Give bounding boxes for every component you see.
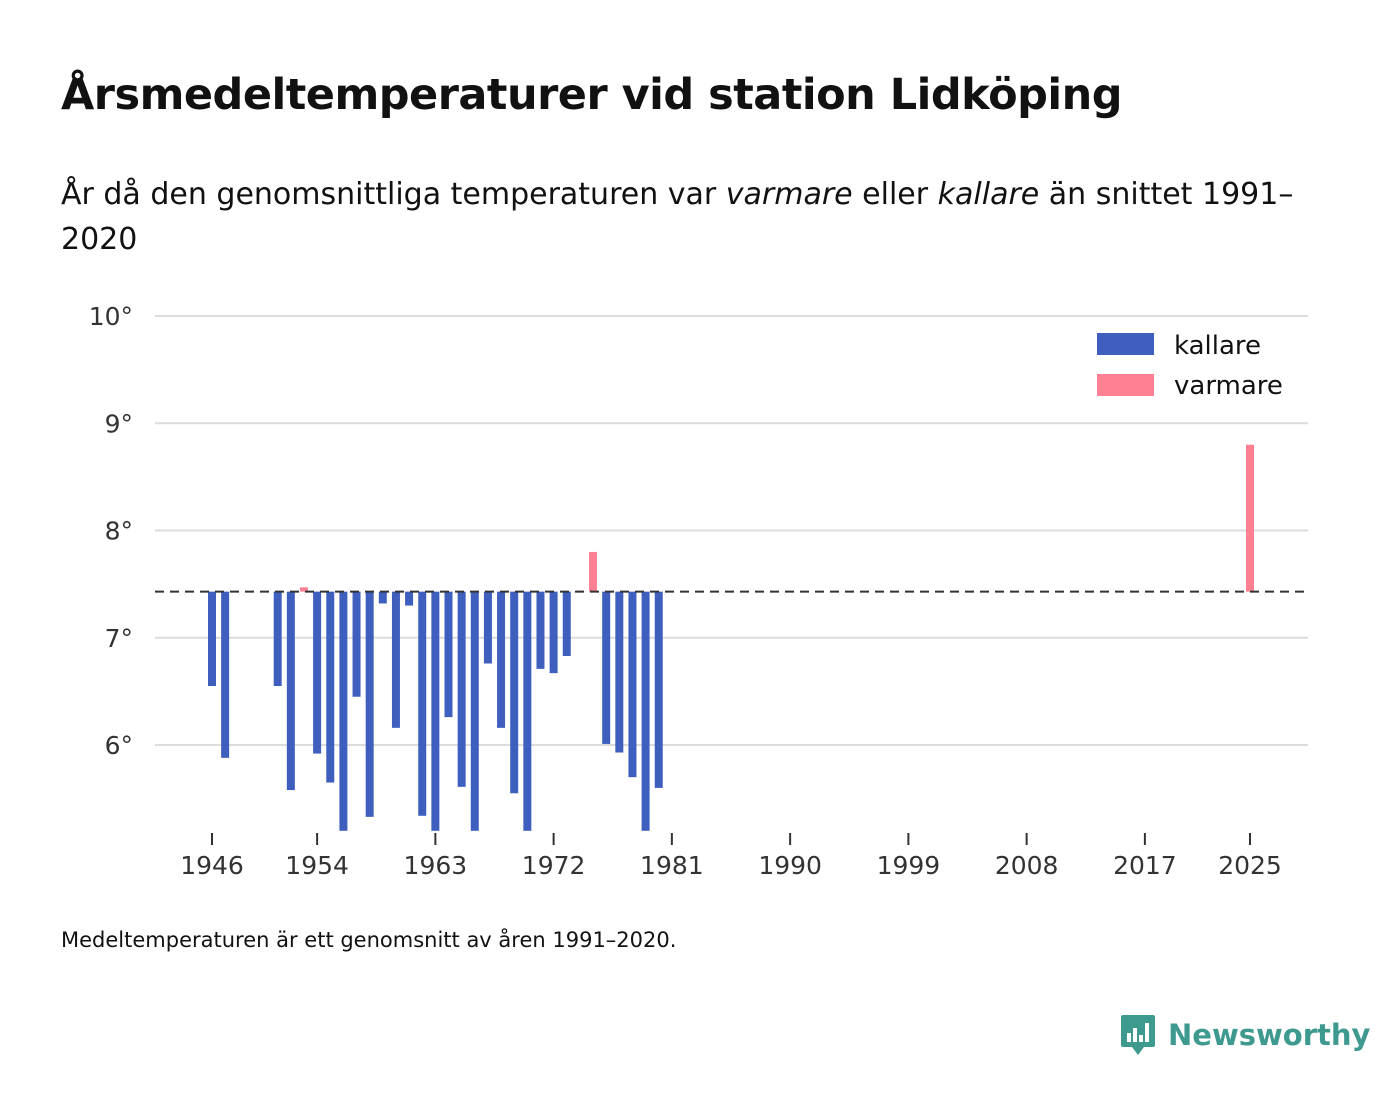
bar-kallare-1951 [273,591,282,687]
bar-kallare-1976 [602,591,611,744]
bar-kallare-1960 [391,591,400,728]
bar-kallare-1980 [654,591,663,788]
legend: kallare varmare [1097,331,1283,401]
brand-logo: Newsworthy [1120,1012,1370,1058]
bar-kallare-1967 [483,591,492,664]
brand-name: Newsworthy [1168,1018,1371,1052]
y-tick-label: 10° [89,302,133,331]
bar-kallare-1965 [457,591,466,787]
y-tick-label: 8° [105,517,133,546]
x-tick-label: 1981 [640,851,704,880]
bar-kallare-1968 [497,591,506,728]
chart-subtitle: År då den genomsnittliga temperaturen va… [61,172,1301,262]
bar-kallare-1956 [339,591,348,831]
bar-varmare-1953 [299,587,308,592]
bar-kallare-1957 [352,591,361,697]
bar-kallare-1961 [405,591,414,606]
bar-kallare-1971 [536,591,545,669]
bar-kallare-1966 [470,591,479,831]
bar-kallare-1973 [562,591,571,656]
y-tick-label: 7° [105,624,133,653]
bar-kallare-1947 [221,591,230,758]
bar-kallare-1970 [523,591,532,831]
bar-kallare-1978 [628,591,637,778]
subtitle-part: än snittet 1991–2020 [61,177,1294,257]
legend-swatch-kallare [1097,333,1154,355]
y-tick-label: 6° [105,731,133,760]
x-tick-label: 1946 [180,851,244,880]
x-tick-label: 1963 [404,851,468,880]
bar-kallare-1952 [286,591,295,791]
legend-label-varmare: varmare [1174,371,1283,401]
newsworthy-logo-icon [1121,1015,1155,1055]
bar-kallare-1977 [615,591,624,753]
subtitle-emphasis-warmer: varmare [725,177,853,212]
legend-label-kallare: kallare [1174,331,1261,361]
bar-kallare-1962 [418,591,427,816]
x-tick-label: 1954 [285,851,349,880]
x-tick-label: 1972 [522,851,586,880]
bar-kallare-1946 [208,591,216,687]
chart-title: Årsmedeltemperaturer vid station Lidköpi… [61,70,1123,120]
subtitle-emphasis-colder: kallare [937,177,1040,212]
bar-kallare-1955 [326,591,335,783]
x-tick-label: 2008 [995,851,1059,880]
x-tick-label: 2025 [1218,851,1282,880]
bar-kallare-1964 [444,591,453,718]
bar-varmare-1975 [589,551,598,592]
bar-varmare-2025 [1246,444,1254,592]
legend-swatch-varmare [1097,374,1154,396]
bar-kallare-1972 [549,591,558,674]
bar-kallare-1979 [641,591,650,831]
subtitle-part: År då den genomsnittliga temperaturen va… [61,177,726,212]
axis-layer: 10° 9° 8° 7° 6° 1946 1954 1963 1972 1981 1990 1999 2… [89,302,1308,880]
bar-layer [208,444,1254,831]
bar-kallare-1963 [431,591,440,831]
y-tick-label: 9° [105,409,133,438]
subtitle-part: eller [852,177,938,212]
footnote: Medeltemperaturen är ett genomsnitt av å… [61,928,677,952]
bar-kallare-1954 [313,591,322,754]
x-tick-label: 2017 [1113,851,1177,880]
x-tick-label: 1999 [877,851,941,880]
bar-kallare-1959 [378,591,387,604]
bar-kallare-1969 [510,591,519,794]
x-tick-label: 1990 [758,851,822,880]
bar-kallare-1958 [365,591,374,817]
